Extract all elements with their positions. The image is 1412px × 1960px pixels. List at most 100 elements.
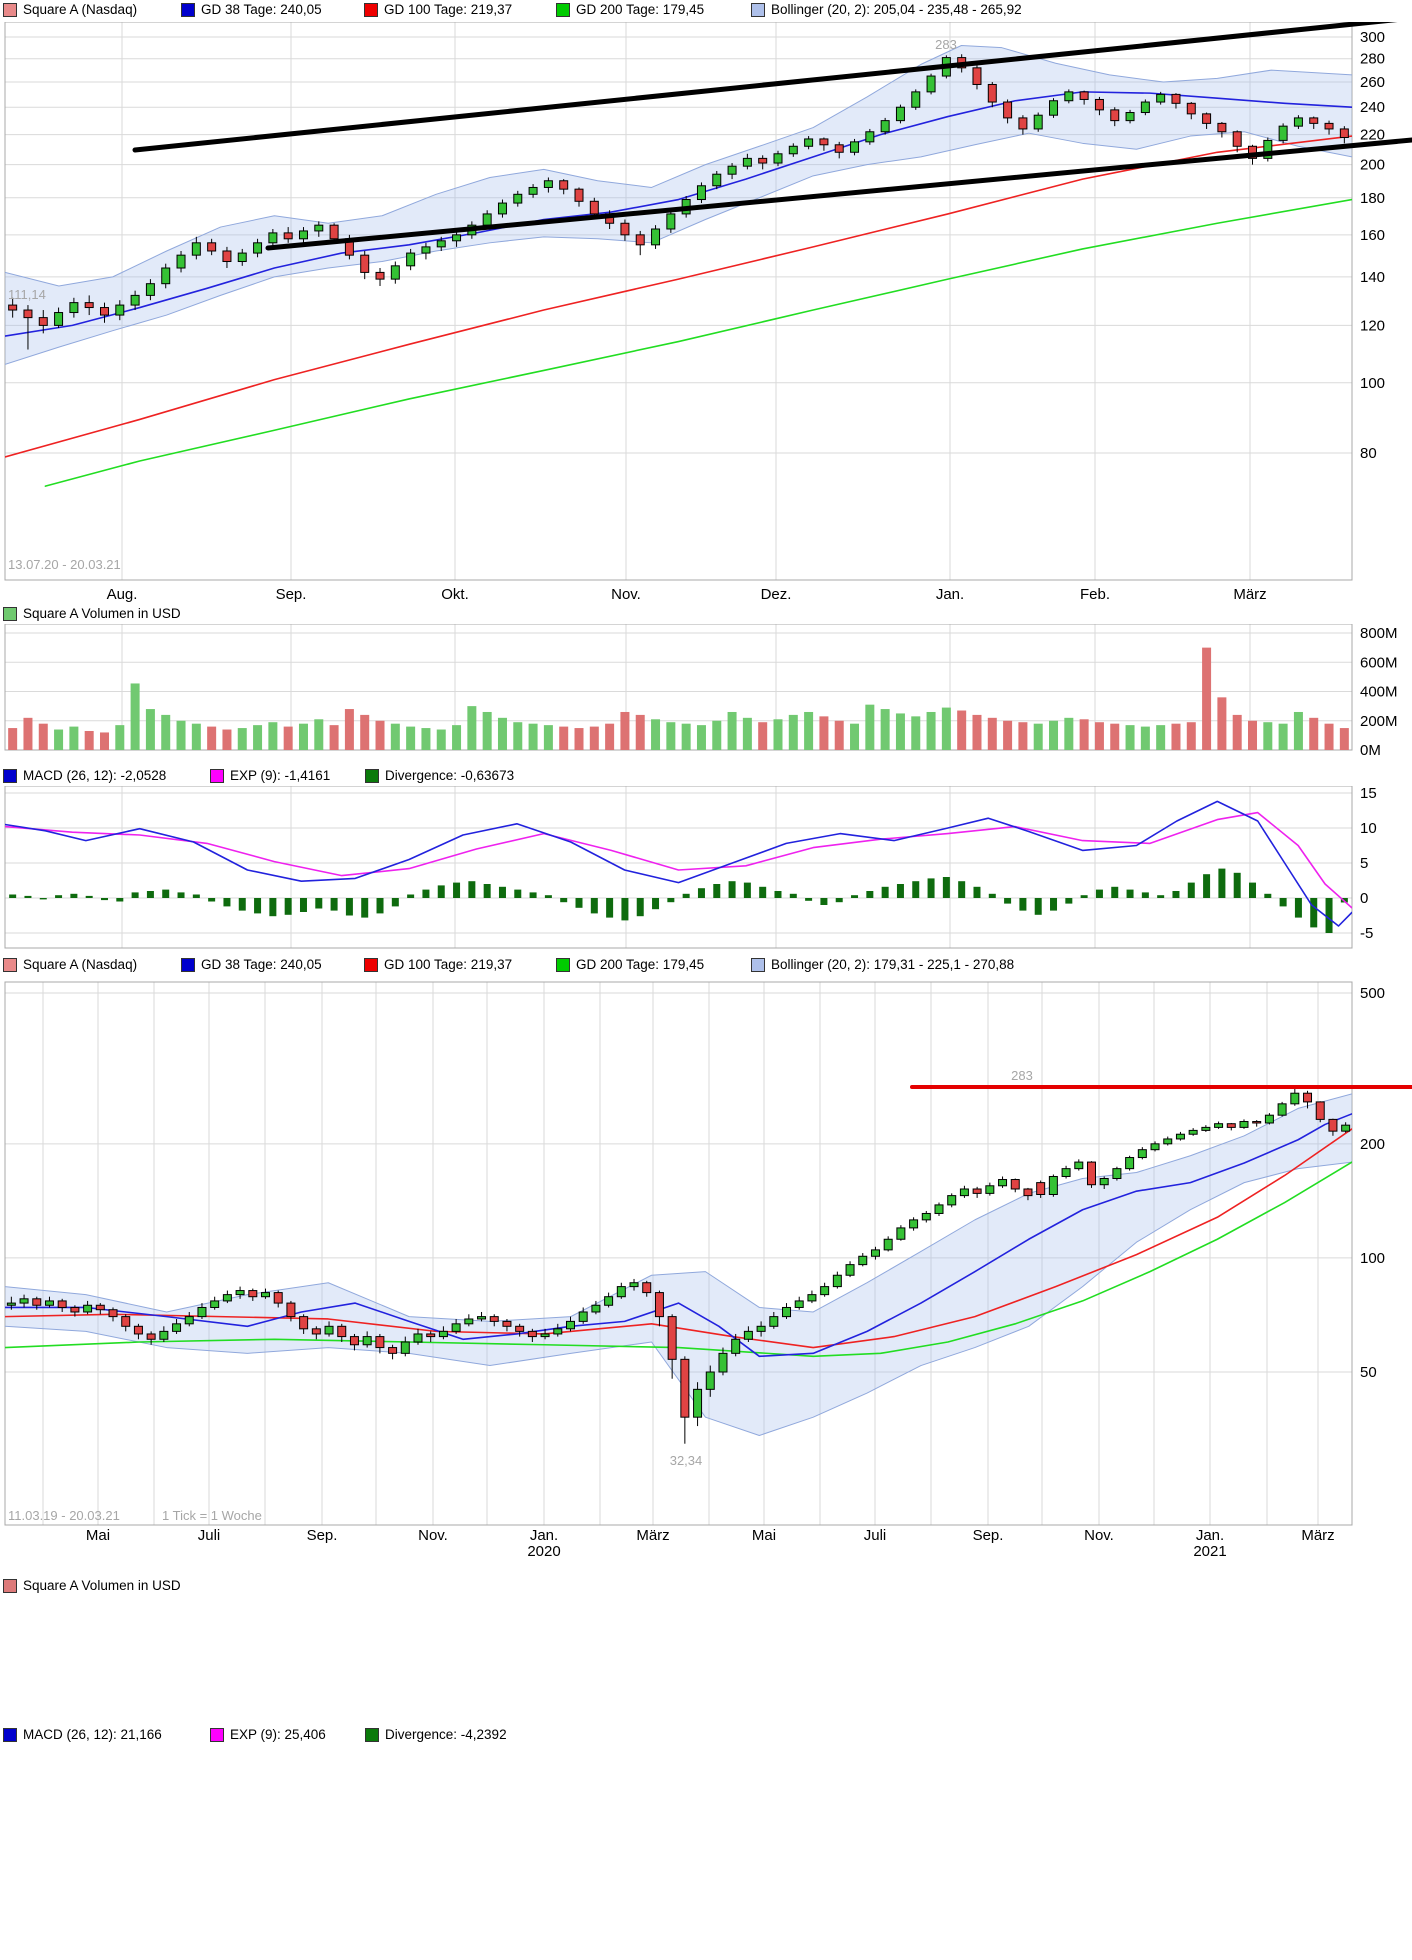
- candlestick-series: [8, 54, 1349, 350]
- legend-item-series: Square A (Nasdaq): [3, 957, 137, 972]
- svg-text:März: März: [636, 1527, 669, 1544]
- legend-label: EXP (9): -1,4161: [230, 768, 331, 783]
- svg-text:13.07.20 - 20.03.21: 13.07.20 - 20.03.21: [8, 557, 121, 572]
- legend-item-volume: Square A Volumen in USD: [3, 1578, 181, 1593]
- candlestick-series: [6, 1086, 1351, 1444]
- svg-text:0M: 0M: [1360, 742, 1381, 759]
- svg-text:283: 283: [1011, 1068, 1033, 1083]
- plot-border: [4, 786, 1353, 949]
- svg-text:-5: -5: [1360, 925, 1373, 942]
- divergence-swatch-icon: [365, 1727, 379, 1742]
- svg-text:Mai: Mai: [86, 1527, 110, 1544]
- legend-label: GD 38 Tage: 240,05: [201, 957, 322, 972]
- svg-text:Sep.: Sep.: [307, 1527, 338, 1544]
- legend-label: MACD (26, 12): -2,0528: [23, 768, 167, 783]
- svg-text:Nov.: Nov.: [611, 586, 641, 603]
- legend-item-exp: EXP (9): -1,4161: [210, 768, 330, 783]
- divergence-histogram: [9, 868, 1348, 933]
- legend-label: GD 100 Tage: 219,37: [384, 2, 513, 17]
- svg-text:Mai: Mai: [752, 1527, 776, 1544]
- trend-line: [265, 137, 1412, 251]
- macd-swatch-icon: [3, 1727, 17, 1742]
- price-chart-daily: Aug. Sep. Okt. Nov. Dez. Jan. Feb. März 300 280 26…: [4, 22, 1412, 603]
- bollinger-band: [5, 1093, 1352, 1436]
- legend-label: GD 200 Tage: 179,45: [576, 2, 705, 17]
- svg-text:120: 120: [1360, 317, 1385, 334]
- legend-item-bollinger: Bollinger (20, 2): 205,04 - 235,48 - 265…: [751, 2, 1022, 17]
- svg-text:600M: 600M: [1360, 654, 1398, 671]
- svg-text:Juli: Juli: [864, 1527, 887, 1544]
- svg-text:32,34: 32,34: [670, 1453, 703, 1468]
- svg-text:Dez.: Dez.: [761, 586, 792, 603]
- bollinger-swatch-icon: [751, 957, 765, 972]
- series-swatch-icon: [3, 2, 17, 17]
- volume-chart-weekly: [0, 1598, 1412, 1724]
- plot-content: [5, 45, 1352, 487]
- macd-chart-daily: 15 10 5 0 -5: [4, 786, 1377, 949]
- svg-text:260: 260: [1360, 74, 1385, 91]
- volume-swatch-icon: [3, 606, 17, 621]
- bollinger-band: [5, 45, 1352, 365]
- legend-item-bollinger: Bollinger (20, 2): 179,31 - 225,1 - 270,…: [751, 957, 1014, 972]
- legend-label: Bollinger (20, 2): 205,04 - 235,48 - 265…: [771, 2, 1022, 17]
- legend-label: EXP (9): 25,406: [230, 1727, 326, 1742]
- legend-item-gd38: GD 38 Tage: 240,05: [181, 957, 322, 972]
- svg-text:160: 160: [1360, 227, 1385, 244]
- gridlines: [5, 982, 1352, 1525]
- legend-label: Divergence: -4,2392: [385, 1727, 507, 1742]
- svg-text:100: 100: [1360, 1250, 1385, 1267]
- legend-label: GD 100 Tage: 219,37: [384, 957, 513, 972]
- svg-text:Aug.: Aug.: [107, 586, 138, 603]
- volume-bars: [8, 647, 1349, 750]
- exp-swatch-icon: [210, 1727, 224, 1742]
- svg-text:1 Tick = 1 Woche: 1 Tick = 1 Woche: [162, 1508, 262, 1523]
- svg-text:283: 283: [935, 37, 957, 52]
- legend-item-gd100: GD 100 Tage: 219,37: [364, 2, 512, 17]
- divergence-swatch-icon: [365, 768, 379, 783]
- legend-item-divergence: Divergence: -0,63673: [365, 768, 514, 783]
- legend-label: Square A Volumen in USD: [23, 606, 181, 621]
- svg-text:400M: 400M: [1360, 684, 1398, 701]
- legend-label: Square A Volumen in USD: [23, 1578, 181, 1593]
- svg-text:5: 5: [1360, 855, 1368, 872]
- legend-item-exp: EXP (9): 25,406: [210, 1727, 326, 1742]
- legend-item-gd38: GD 38 Tage: 240,05: [181, 2, 322, 17]
- svg-text:80: 80: [1360, 445, 1377, 462]
- volume-weekly-legend: Square A Volumen in USD: [0, 1578, 1412, 1596]
- plot-border: [4, 22, 1353, 581]
- legend-item-gd200: GD 200 Tage: 179,45: [556, 2, 704, 17]
- gd38-swatch-icon: [181, 2, 195, 17]
- svg-text:111,14: 111,14: [8, 287, 46, 302]
- legend-item-macd: MACD (26, 12): -2,0528: [3, 768, 166, 783]
- exp-swatch-icon: [210, 768, 224, 783]
- price-daily-legend: Square A (Nasdaq) GD 38 Tage: 240,05 GD …: [0, 2, 1412, 20]
- plot-border: [4, 981, 1353, 1526]
- svg-text:Jan.: Jan.: [1196, 1527, 1224, 1544]
- gd100-swatch-icon: [364, 957, 378, 972]
- svg-text:Sep.: Sep.: [276, 586, 307, 603]
- svg-text:220: 220: [1360, 127, 1385, 144]
- gd200-swatch-icon: [556, 2, 570, 17]
- trend-line: [132, 22, 1398, 153]
- svg-text:240: 240: [1360, 99, 1385, 116]
- macd-weekly-legend: MACD (26, 12): 21,166 EXP (9): 25,406 Di…: [0, 1727, 1412, 1745]
- gd38-swatch-icon: [181, 957, 195, 972]
- svg-text:Jan.: Jan.: [936, 586, 964, 603]
- svg-text:2020: 2020: [527, 1543, 560, 1560]
- gd100-swatch-icon: [364, 2, 378, 17]
- volume-chart-daily: 800M 600M 400M 200M 0M: [4, 624, 1398, 759]
- svg-text:Nov.: Nov.: [418, 1527, 448, 1544]
- macd-chart-weekly: [0, 1747, 1412, 1960]
- gridlines: [5, 624, 1352, 751]
- legend-item-macd: MACD (26, 12): 21,166: [3, 1727, 162, 1742]
- plot-content: [5, 800, 1352, 933]
- svg-text:500: 500: [1360, 985, 1385, 1002]
- svg-text:180: 180: [1360, 190, 1385, 207]
- bollinger-swatch-icon: [751, 2, 765, 17]
- svg-text:0: 0: [1360, 890, 1368, 907]
- svg-text:März: März: [1301, 1527, 1334, 1544]
- legend-item-series: Square A (Nasdaq): [3, 2, 137, 17]
- svg-text:März: März: [1233, 586, 1266, 603]
- plot-border: [4, 624, 1353, 751]
